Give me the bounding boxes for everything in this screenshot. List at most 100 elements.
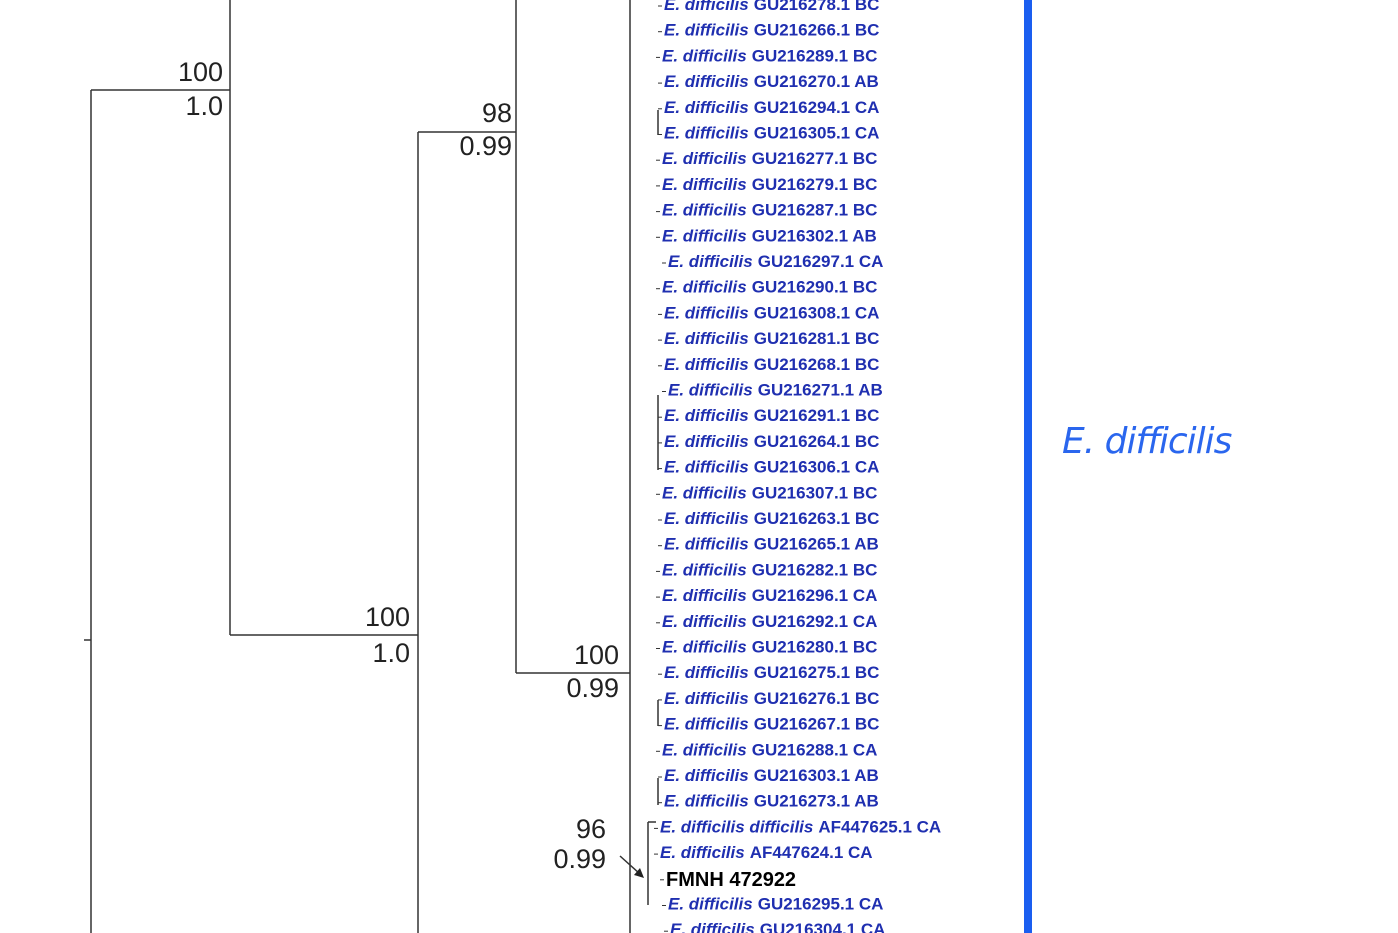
accession: GU216277.1 BC xyxy=(752,150,878,169)
species-name: E. difficilis xyxy=(664,458,749,477)
species-name: E. difficilis xyxy=(668,381,753,400)
species-name: E. difficilis xyxy=(662,201,747,220)
leaf-label: E. difficilis GU216264.1 BC xyxy=(664,432,879,451)
accession: GU216278.1 BC xyxy=(754,0,880,14)
leaf-label: E. difficilis GU216267.1 BC xyxy=(664,715,879,734)
accession: GU216270.1 AB xyxy=(754,73,879,92)
leaf-label: E. difficilis GU216297.1 CA xyxy=(668,252,883,271)
leaf-label: E. difficilis GU216282.1 BC xyxy=(662,561,877,580)
species-name: E. difficilis xyxy=(662,47,747,66)
species-name: E. difficilis xyxy=(664,509,749,528)
accession: GU216292.1 CA xyxy=(752,612,878,631)
leaf-label: E. difficilis GU216308.1 CA xyxy=(664,304,879,323)
leaf-label: E. difficilis GU216277.1 BC xyxy=(662,150,877,169)
leaf-label: E. difficilis GU216296.1 CA xyxy=(662,587,877,606)
accession: GU216302.1 AB xyxy=(752,227,877,246)
bootstrap-value: 98 xyxy=(482,98,512,128)
species-name: E. difficilis xyxy=(664,73,749,92)
accession: GU216295.1 CA xyxy=(758,895,884,914)
accession: GU216265.1 AB xyxy=(754,535,879,554)
leaf-label: E. difficilis GU216281.1 BC xyxy=(664,330,879,349)
accession: GU216281.1 BC xyxy=(754,330,880,349)
accession: GU216264.1 BC xyxy=(754,432,880,451)
accession: GU216291.1 BC xyxy=(754,407,880,426)
leaf-label: E. difficilis GU216265.1 AB xyxy=(664,535,879,554)
leaf-label: E. difficilis GU216270.1 AB xyxy=(664,73,879,92)
species-name: E. difficilis xyxy=(664,432,749,451)
species-name: E. difficilis xyxy=(662,150,747,169)
species-name: E. difficilis xyxy=(664,124,749,143)
posterior-value: 1.0 xyxy=(185,91,223,121)
accession: GU216282.1 BC xyxy=(752,561,878,580)
accession: GU216289.1 BC xyxy=(752,47,878,66)
species-name: E. difficilis xyxy=(664,21,749,40)
bootstrap-value: 96 xyxy=(576,814,606,844)
leaf-label: E. difficilis GU216304.1 CA xyxy=(670,921,885,933)
clade-bar xyxy=(1024,0,1032,933)
species-name: E. difficilis xyxy=(664,330,749,349)
leaf-label: E. difficilis GU216275.1 BC xyxy=(664,664,879,683)
posterior-value: 1.0 xyxy=(372,638,410,668)
accession: GU216308.1 CA xyxy=(754,304,880,323)
leaf-label: E. difficilis GU216271.1 AB xyxy=(668,381,883,400)
species-name: E. difficilis xyxy=(664,355,749,374)
species-name: E. difficilis xyxy=(664,98,749,117)
species-name: E. difficilis xyxy=(662,741,747,760)
bootstrap-value: 100 xyxy=(574,640,619,670)
species-name: E. difficilis xyxy=(662,227,747,246)
species-name: E. difficilis xyxy=(662,278,747,297)
accession: GU216290.1 BC xyxy=(752,278,878,297)
species-name: E. difficilis xyxy=(662,638,747,657)
branches xyxy=(84,0,659,933)
bootstrap-value: 100 xyxy=(365,602,410,632)
accession: GU216263.1 BC xyxy=(754,509,880,528)
accession: GU216297.1 CA xyxy=(758,252,884,271)
accession: GU216268.1 BC xyxy=(754,355,880,374)
leaf-label: E. difficilis GU216295.1 CA xyxy=(668,895,883,914)
leaf-label: E. difficilis GU216263.1 BC xyxy=(664,509,879,528)
leaf-label: E. difficilis GU216302.1 AB xyxy=(662,227,877,246)
leaf-label: E. difficilis GU216291.1 BC xyxy=(664,407,879,426)
species-name: E. difficilis xyxy=(668,252,753,271)
accession: GU216294.1 CA xyxy=(754,98,880,117)
species-name: E. difficilis xyxy=(662,587,747,606)
leaf-label: E. difficilis GU216307.1 BC xyxy=(662,484,877,503)
leaf-label: E. difficilis AF447624.1 CA xyxy=(660,844,873,863)
leaf-label: E. difficilis GU216288.1 CA xyxy=(662,741,877,760)
species-name: E. difficilis xyxy=(662,612,747,631)
leaf-label: E. difficilis GU216305.1 CA xyxy=(664,124,879,143)
accession: GU216275.1 BC xyxy=(754,664,880,683)
species-name: E. difficilis xyxy=(664,407,749,426)
species-name: E. difficilis xyxy=(664,535,749,554)
accession: GU216271.1 AB xyxy=(758,381,883,400)
leaf-label: E. difficilis GU216294.1 CA xyxy=(664,98,879,117)
accession: GU216273.1 AB xyxy=(754,792,879,811)
species-name: E. difficilis xyxy=(664,689,749,708)
accession: GU216305.1 CA xyxy=(754,124,880,143)
arrow-head xyxy=(634,868,644,878)
species-name: E. difficilis xyxy=(664,0,749,14)
accession: GU216306.1 CA xyxy=(754,458,880,477)
accession: GU216276.1 BC xyxy=(754,689,880,708)
leaf-label: E. difficilis GU216289.1 BC xyxy=(662,47,877,66)
posterior-value: 0.99 xyxy=(566,673,619,703)
leaf-label: E. difficilis GU216306.1 CA xyxy=(664,458,879,477)
posterior-value: 0.99 xyxy=(459,131,512,161)
pointer-arrow xyxy=(619,855,641,875)
accession: AF447624.1 CA xyxy=(750,844,873,863)
species-name: E. difficilis xyxy=(662,175,747,194)
accession: GU216267.1 BC xyxy=(754,715,880,734)
bootstrap-value: 100 xyxy=(178,57,223,87)
leaf-label: E. difficilis GU216290.1 BC xyxy=(662,278,877,297)
species-name: E. difficilis xyxy=(662,561,747,580)
species-name: E. difficilis xyxy=(664,792,749,811)
species-name: E. difficilis xyxy=(664,664,749,683)
accession: GU216296.1 CA xyxy=(752,587,878,606)
leaf-label: E. difficilis GU216273.1 AB xyxy=(664,792,879,811)
leaf-label: E. difficilis GU216280.1 BC xyxy=(662,638,877,657)
leaf-label: E. difficilis GU216266.1 BC xyxy=(664,21,879,40)
accession: AF447625.1 CA xyxy=(818,818,941,837)
specimen-label: FMNH 472922 xyxy=(666,869,796,891)
accession: GU216307.1 BC xyxy=(752,484,878,503)
leaf-label: E. difficilis GU216276.1 BC xyxy=(664,689,879,708)
